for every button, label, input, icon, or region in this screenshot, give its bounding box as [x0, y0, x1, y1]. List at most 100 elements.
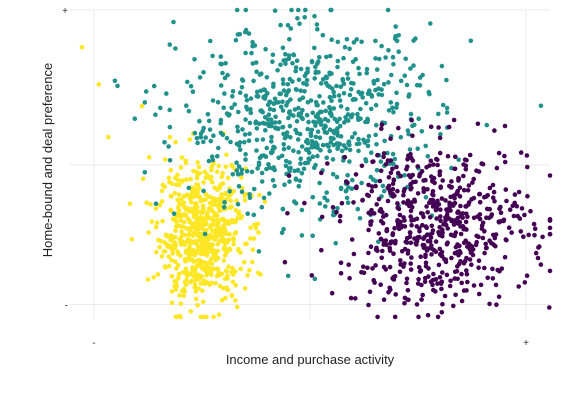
scatter-point-s2-1725: [408, 261, 413, 266]
scatter-point-s2-1903: [412, 236, 417, 241]
scatter-point-s0-601: [167, 176, 172, 181]
scatter-point-s0-401: [216, 256, 221, 261]
scatter-point-s1-1243: [396, 33, 401, 38]
scatter-point-s1-756: [315, 154, 320, 159]
scatter-point-s2-1943: [461, 227, 466, 232]
scatter-point-s0-609: [199, 232, 204, 237]
scatter-point-s1-1113: [370, 94, 375, 99]
scatter-point-s2-1953: [515, 214, 520, 219]
scatter-point-s1-1331: [315, 27, 320, 32]
scatter-point-s0-634: [182, 194, 187, 199]
scatter-point-s0-317: [248, 225, 253, 230]
scatter-point-s1-1198: [271, 82, 276, 87]
scatter-point-s2-1832: [525, 273, 530, 278]
scatter-point-s0-402: [188, 177, 193, 182]
scatter-point-s0-619: [199, 261, 204, 266]
scatter-point-s1-1349: [257, 161, 262, 166]
scatter-point-s1-981: [287, 88, 292, 93]
scatter-point-s1-1256: [304, 147, 309, 152]
scatter-point-s2-1507: [424, 204, 429, 209]
scatter-point-s1-762: [280, 125, 285, 130]
scatter-point-s2-1948: [354, 186, 359, 191]
scatter-point-s0-307: [197, 165, 202, 170]
scatter-point-s1-699: [337, 93, 342, 98]
scatter-point-s1-1035: [305, 78, 310, 83]
chart-grid: [70, 10, 550, 320]
scatter-point-s1-1244: [276, 126, 281, 131]
scatter-point-s2-1803: [384, 267, 389, 272]
scatter-point-s1-962: [334, 84, 339, 89]
scatter-point-s2-1745: [401, 200, 406, 205]
scatter-point-s1-881: [336, 59, 341, 64]
scatter-point-s1-1098: [219, 83, 224, 88]
scatter-point-s2-1918: [469, 250, 474, 255]
scatter-point-s0-58: [209, 175, 214, 180]
scatter-point-s2-1897: [398, 213, 403, 218]
scatter-point-s1-873: [338, 124, 343, 129]
scatter-point-s1-1258: [358, 216, 363, 221]
scatter-point-s0-168: [173, 219, 178, 224]
scatter-point-s2-1781: [467, 183, 472, 188]
scatter-point-s0-495: [254, 226, 259, 231]
scatter-point-s1-1213: [264, 167, 269, 172]
scatter-point-s2-1715: [478, 200, 483, 205]
scatter-point-s0-616: [212, 214, 217, 219]
scatter-point-s1-1236: [405, 83, 410, 88]
scatter-point-s1-911: [238, 147, 243, 152]
scatter-point-s0-72: [243, 286, 248, 291]
scatter-point-s1-1367: [158, 106, 163, 111]
scatter-point-s2-1959: [515, 204, 520, 209]
scatter-point-s0-549: [169, 168, 174, 173]
scatter-point-s1-1138: [296, 150, 301, 155]
scatter-point-s1-935: [234, 160, 239, 165]
scatter-point-s2-1540: [476, 235, 481, 240]
scatter-point-s2-1577: [431, 272, 436, 277]
scatter-point-s0-462: [184, 278, 189, 283]
scatter-point-s1-944: [201, 70, 206, 75]
scatter-point-s0-555: [208, 195, 213, 200]
scatter-point-s2-1753: [393, 315, 398, 320]
scatter-point-s0-643: [198, 219, 203, 224]
scatter-point-s1-1008: [281, 227, 286, 232]
scatter-point-s2-1979: [374, 248, 379, 253]
scatter-point-s1-1280: [300, 117, 305, 122]
scatter-point-s2-1772: [388, 288, 393, 293]
scatter-point-s1-876: [300, 171, 305, 176]
scatter-point-s0-623: [224, 232, 229, 237]
scatter-point-s2-1983: [447, 184, 452, 189]
scatter-point-s2-1868: [483, 242, 488, 247]
scatter-point-s1-1275: [386, 48, 391, 53]
scatter-point-s1-677: [402, 73, 407, 78]
scatter-point-s1-906: [322, 196, 327, 201]
scatter-point-s0-506: [256, 230, 261, 235]
scatter-point-s2-1683: [403, 247, 408, 252]
scatter-point-s2-1935: [388, 249, 393, 254]
scatter-point-s2-1537: [440, 310, 445, 315]
scatter-point-s2-1966: [458, 214, 463, 219]
scatter-point-s2-1814: [533, 226, 538, 231]
scatter-point-s0-327: [173, 140, 178, 145]
scatter-point-s0-82: [160, 199, 165, 204]
scatter-point-s2-1767: [409, 118, 414, 123]
scatter-point-s2-1759: [369, 219, 374, 224]
y-tick-label-1: +: [62, 6, 68, 17]
scatter-point-s0-381: [258, 272, 263, 277]
scatter-point-s1-1131: [251, 61, 256, 66]
scatter-point-s1-1330: [168, 42, 173, 47]
scatter-point-s1-1252: [324, 190, 329, 195]
scatter-point-s2-1674: [388, 136, 393, 141]
scatter-point-s1-1139: [341, 56, 346, 61]
scatter-point-s1-784: [252, 187, 257, 192]
scatter-point-s0-551: [211, 223, 216, 228]
scatter-point-s2-1822: [349, 296, 354, 301]
scatter-point-s2-1666: [338, 219, 343, 224]
scatter-point-s1-1052: [367, 134, 372, 139]
scatter-point-s0-376: [204, 176, 209, 181]
scatter-point-s1-1228: [278, 23, 283, 28]
scatter-point-s1-1146: [374, 103, 379, 108]
scatter-point-s0-641: [188, 137, 193, 142]
scatter-point-s2-1962: [455, 242, 460, 247]
scatter-point-s2-1621: [354, 172, 359, 177]
scatter-point-s0-527: [202, 279, 207, 284]
scatter-point-s0-15: [216, 164, 221, 169]
